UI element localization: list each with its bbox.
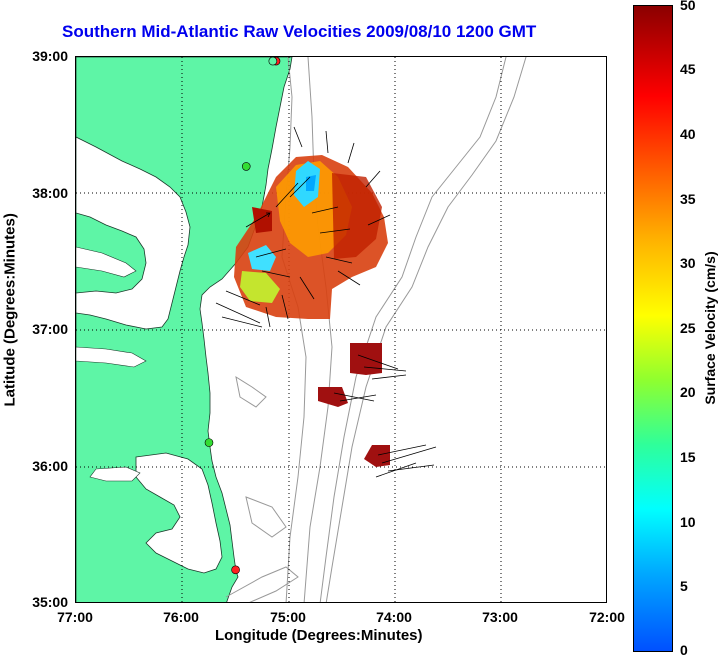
colorbar-tick-label: 20 [680, 384, 696, 400]
y-tick-label: 38:00 [32, 185, 68, 201]
colorbar-tick-label: 30 [680, 255, 696, 271]
station-marker [231, 565, 240, 575]
x-tick-label: 74:00 [376, 609, 412, 625]
station-marker [204, 438, 214, 447]
colorbar-tick-label: 35 [680, 191, 696, 207]
colorbar-tick-label: 10 [680, 514, 696, 530]
bay-tributary [76, 246, 137, 278]
x-tick-label: 75:00 [270, 609, 306, 625]
y-axis-label: Latitude (Degrees:Minutes) [1, 213, 19, 407]
colorbar-tick-label: 25 [680, 320, 696, 336]
chesapeake-bay [76, 136, 191, 330]
x-tick-label: 72:00 [589, 609, 625, 625]
station-markers [204, 57, 281, 575]
grid-lines [76, 57, 606, 602]
colorbar-tick-label: 0 [680, 642, 688, 658]
colorbar-tick-label: 50 [680, 0, 696, 13]
colorbar-tick-label: 15 [680, 449, 696, 465]
colorbar-tick-label: 40 [680, 126, 696, 142]
map-plot-area [75, 56, 607, 603]
station-marker [268, 57, 278, 66]
x-tick-label: 77:00 [57, 609, 93, 625]
x-tick-label: 76:00 [163, 609, 199, 625]
station-marker [241, 162, 251, 171]
y-tick-label: 39:00 [32, 48, 68, 64]
colorbar-tick-label: 5 [680, 578, 688, 594]
map-title: Southern Mid-Atlantic Raw Velocities 200… [62, 22, 537, 41]
colorbar-label: Surface Velocity (cm/s) [702, 251, 718, 405]
velocity-arrows [215, 126, 437, 478]
y-tick-label: 37:00 [32, 321, 68, 337]
albemarle-sound [89, 466, 141, 482]
pamlico-sound [135, 452, 223, 574]
colorbar-tick-label: 45 [680, 61, 696, 77]
x-tick-label: 73:00 [482, 609, 518, 625]
colorbar [633, 5, 673, 652]
bay-tributary-south [76, 346, 147, 368]
y-tick-label: 36:00 [32, 458, 68, 474]
map-svg [76, 57, 606, 602]
x-axis-label: Longitude (Degrees:Minutes) [215, 627, 423, 644]
y-tick-label: 35:00 [32, 594, 68, 610]
